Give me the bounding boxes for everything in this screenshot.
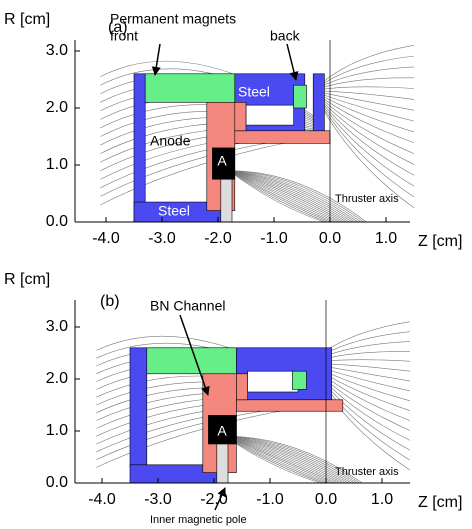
- annotation: Steel: [158, 203, 190, 219]
- y-axis-label: R [cm]: [4, 271, 50, 288]
- x-tick-label: -4.0: [88, 491, 116, 508]
- component: [236, 400, 342, 411]
- field-line: [313, 87, 414, 91]
- field-line: [313, 67, 414, 91]
- annotation: A: [217, 153, 227, 169]
- annotation: Thruster axis: [335, 193, 399, 205]
- annotation: Inner magnetic pole: [150, 514, 247, 526]
- panel: -4.0 -3.0 -2.0 -1.0 0.0 1.0 0.0 1.0 2.0 3.0 R [cm]…: [4, 11, 462, 251]
- annotation: front: [110, 28, 138, 44]
- annotation: Steel: [238, 84, 270, 100]
- x-tick-label: -1.0: [260, 230, 288, 247]
- panel-label: (b): [100, 293, 120, 310]
- component: [130, 348, 147, 468]
- x-tick-label: -2.0: [200, 491, 228, 508]
- y-tick-label: 1.0: [46, 156, 68, 173]
- x-axis-label: Z [cm]: [418, 494, 462, 511]
- x-tick-label: 0.0: [319, 230, 341, 247]
- arrow: [155, 44, 160, 75]
- annotation: BN Channel: [150, 298, 226, 314]
- component: [134, 74, 145, 222]
- field-line: [229, 171, 341, 222]
- component: [292, 371, 306, 389]
- y-tick-label: 2.0: [46, 370, 68, 387]
- component: [313, 74, 324, 131]
- annotation: A: [217, 423, 227, 439]
- x-tick-label: 1.0: [371, 491, 393, 508]
- y-axis-label: R [cm]: [4, 11, 50, 28]
- field-line: [313, 91, 414, 132]
- field-line: [313, 91, 414, 121]
- x-tick-label: -3.0: [148, 230, 176, 247]
- component: [248, 371, 298, 392]
- annotation: back: [270, 28, 301, 44]
- field-line: [225, 436, 337, 483]
- y-tick-label: 1.0: [46, 422, 68, 439]
- component: [235, 102, 246, 131]
- x-tick-label: 0.0: [315, 491, 337, 508]
- component: [235, 131, 330, 144]
- field-line: [313, 91, 414, 100]
- annotation: Permanent magnets: [110, 11, 236, 27]
- component: [294, 85, 307, 108]
- figure: -4.0 -3.0 -2.0 -1.0 0.0 1.0 0.0 1.0 2.0 3.0 R [cm]…: [0, 0, 472, 529]
- annotation: Thruster axis: [335, 466, 399, 478]
- y-tick-label: 0.0: [46, 474, 68, 491]
- field-line: [313, 91, 414, 154]
- x-tick-label: -2.0: [204, 230, 232, 247]
- x-tick-label: -3.0: [144, 491, 172, 508]
- y-tick-label: 2.0: [46, 99, 68, 116]
- y-tick-label: 3.0: [46, 42, 68, 59]
- component: [147, 348, 237, 374]
- field-line: [313, 91, 414, 197]
- y-tick-label: 0.0: [46, 213, 68, 230]
- x-tick-label: 1.0: [375, 230, 397, 247]
- annotation: Anode: [150, 133, 191, 149]
- x-tick-label: -4.0: [92, 230, 120, 247]
- field-line: [313, 78, 414, 91]
- component: [145, 74, 235, 103]
- y-tick-label: 3.0: [46, 318, 68, 335]
- x-tick-label: -1.0: [256, 491, 284, 508]
- x-axis-label: Z [cm]: [418, 233, 462, 250]
- panel: -4.0 -3.0 -2.0 -1.0 0.0 1.0 0.0 1.0 2.0 3.0 R [cm]…: [4, 271, 462, 526]
- component: [236, 374, 247, 400]
- component: [246, 105, 294, 125]
